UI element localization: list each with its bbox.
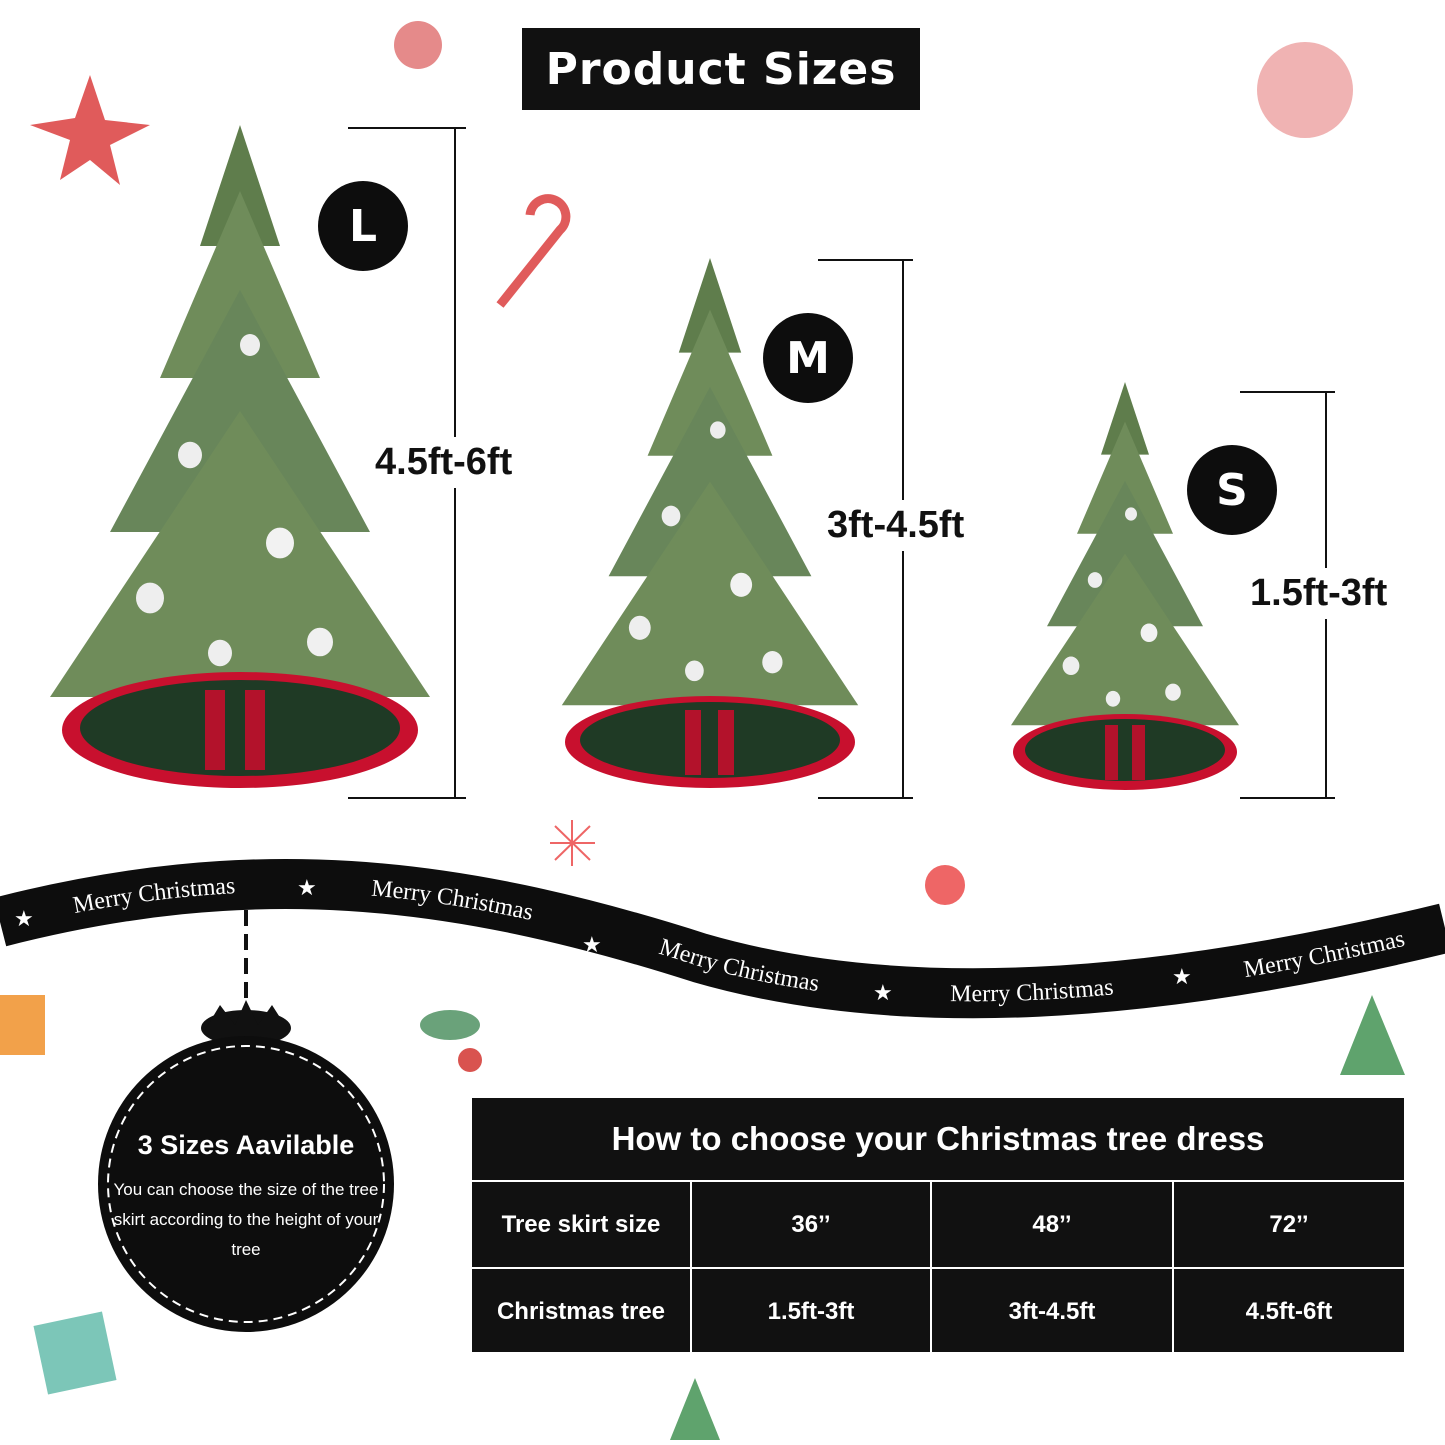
table-row: Tree skirt size 36’’ 48’’ 72’’ [472,1182,1404,1267]
table-title: How to choose your Christmas tree dress [472,1098,1404,1182]
row-header: Tree skirt size [501,1210,661,1238]
snowflake-icon [550,820,595,866]
stocking-icon [925,865,965,905]
ribbon [0,858,1445,1019]
table-cell: 1.5ft-3ft [690,1269,930,1354]
svg-text:★: ★ [297,876,317,901]
ornament-description: You can choose the size of the tree skir… [113,1180,379,1259]
height-label-medium: 3ft-4.5ft [827,500,965,551]
table-cell: 48’’ [930,1182,1172,1267]
ornament-title: 3 Sizes Aavilable [137,1130,355,1160]
pine-top-icon [201,1000,291,1046]
gift-icon [33,1311,117,1395]
table-row: Christmas tree 1.5ft-3ft 3ft-4.5ft 4.5ft… [472,1267,1404,1354]
row-header: Christmas tree [496,1297,666,1325]
size-badge-large: L [318,181,408,271]
star-icon: ★ ★ ★ ★ ★ [14,876,1192,1006]
height-label-large: 4.5ft-6ft [375,437,513,488]
tree-small [1011,382,1239,726]
svg-text:★: ★ [1172,965,1192,990]
wreath-icon [1257,42,1353,138]
size-badge-medium: M [763,313,853,403]
poinsettia-icon [30,75,150,185]
svg-text:★: ★ [14,907,34,932]
page-title: Product Sizes [522,28,920,110]
small-tree-icon [670,1378,720,1440]
bauble-icon [394,21,442,69]
ornament [98,1036,394,1332]
holly-icon [458,1048,482,1072]
ornament-text: 3 Sizes Aavilable You can choose the siz… [98,1130,394,1265]
small-tree-icon [1340,995,1405,1075]
table-cell: 72’’ [1172,1182,1404,1267]
size-table: How to choose your Christmas tree dress … [472,1098,1404,1354]
size-badge-small: S [1187,445,1277,535]
svg-text:★: ★ [873,981,893,1006]
svg-text:★: ★ [582,933,602,958]
gift-icon [0,995,45,1055]
table-cell: 36’’ [690,1182,930,1267]
table-cell: 4.5ft-6ft [1172,1269,1404,1354]
table-cell: 3ft-4.5ft [930,1269,1172,1354]
height-label-small: 1.5ft-3ft [1250,568,1388,619]
candy-cane-icon [496,194,571,308]
